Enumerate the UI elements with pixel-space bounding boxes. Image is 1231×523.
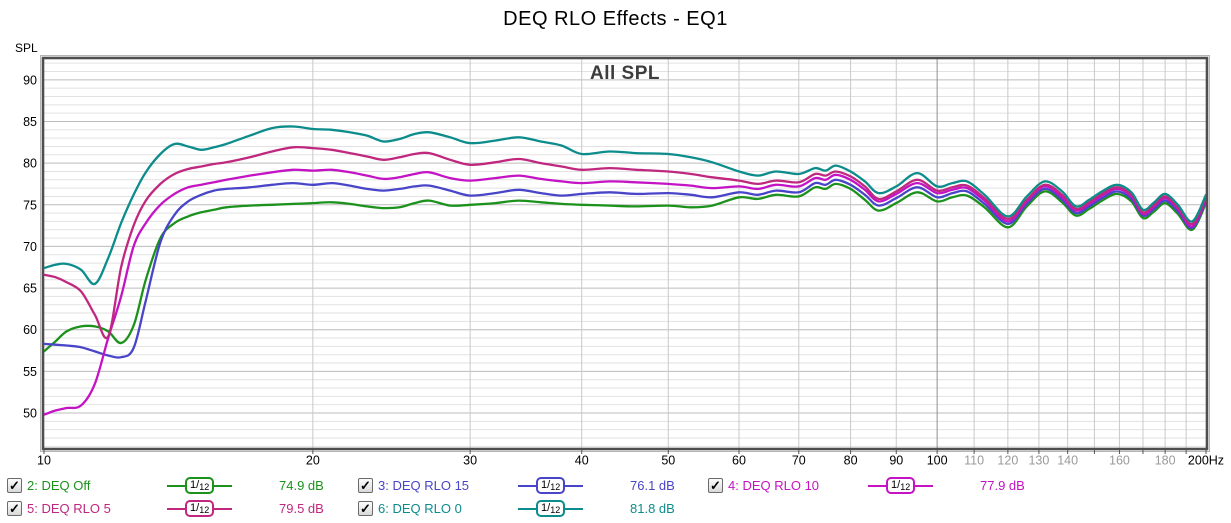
plot-overlay-title: All SPL bbox=[589, 63, 660, 84]
svg-text:70: 70 bbox=[792, 454, 806, 468]
measurement-label: 2: DEQ Off bbox=[27, 478, 91, 493]
svg-text:85: 85 bbox=[23, 115, 37, 129]
svg-text:30: 30 bbox=[463, 454, 477, 468]
svg-text:60: 60 bbox=[23, 323, 37, 337]
curve-4-deq-rlo-10 bbox=[44, 168, 1206, 416]
measurement-label: 5: DEQ RLO 5 bbox=[27, 501, 111, 516]
svg-text:120: 120 bbox=[997, 454, 1018, 468]
average-db-value: 77.9 dB bbox=[980, 478, 1025, 493]
svg-text:110: 110 bbox=[964, 454, 984, 468]
smoothing-badge[interactable]: 1/12 bbox=[868, 477, 934, 494]
svg-text:90: 90 bbox=[889, 454, 903, 468]
legend: ✓ 2: DEQ Off 1/12 74.9 dB ✓ 3: DEQ RLO 15 1/12… bbox=[0, 470, 1231, 523]
badge-line bbox=[214, 507, 233, 510]
svg-text:10: 10 bbox=[37, 454, 51, 468]
smoothing-badge[interactable]: 1/12 bbox=[518, 477, 584, 494]
svg-text:65: 65 bbox=[23, 282, 37, 296]
measurement-checkbox[interactable]: ✓ bbox=[358, 501, 373, 516]
average-db-value: 81.8 dB bbox=[630, 501, 675, 516]
svg-text:140: 140 bbox=[1057, 454, 1078, 468]
svg-text:75: 75 bbox=[23, 198, 37, 212]
badge-line bbox=[565, 507, 584, 510]
svg-text:50: 50 bbox=[661, 454, 675, 468]
curve-2-deq-off bbox=[44, 182, 1206, 353]
measurement-label: 4: DEQ RLO 10 bbox=[728, 478, 820, 493]
v-gridlines bbox=[312, 59, 1187, 448]
svg-text:200Hz: 200Hz bbox=[1188, 454, 1224, 468]
curve-3-deq-rlo-15 bbox=[44, 178, 1206, 359]
smoothing-value: 1/12 bbox=[185, 500, 215, 517]
svg-text:100: 100 bbox=[927, 454, 948, 468]
badge-line bbox=[565, 484, 584, 487]
measurement-checkbox[interactable]: ✓ bbox=[7, 501, 22, 516]
badge-line bbox=[167, 507, 185, 510]
svg-text:180: 180 bbox=[1155, 454, 1176, 468]
measurement-checkbox[interactable]: ✓ bbox=[358, 478, 373, 493]
measurement-checkbox[interactable]: ✓ bbox=[708, 478, 723, 493]
svg-text:60: 60 bbox=[732, 454, 746, 468]
curve-5-deq-rlo-5 bbox=[44, 145, 1206, 340]
smoothing-value: 1/12 bbox=[536, 500, 566, 517]
svg-text:40: 40 bbox=[575, 454, 589, 468]
svg-text:130: 130 bbox=[1028, 454, 1049, 468]
badge-line bbox=[518, 507, 536, 510]
badge-line bbox=[518, 484, 536, 487]
h-gridlines bbox=[44, 62, 1206, 447]
svg-text:80: 80 bbox=[844, 454, 858, 468]
smoothing-badge[interactable]: 1/12 bbox=[167, 477, 233, 494]
y-axis-title: SPL bbox=[15, 41, 38, 55]
svg-text:55: 55 bbox=[23, 365, 37, 379]
badge-line bbox=[167, 484, 185, 487]
smoothing-value: 1/12 bbox=[185, 477, 215, 494]
measurement-checkbox[interactable]: ✓ bbox=[7, 478, 22, 493]
plot-frame bbox=[40, 55, 1210, 454]
svg-text:50: 50 bbox=[23, 407, 37, 421]
svg-text:80: 80 bbox=[23, 157, 37, 171]
svg-text:160: 160 bbox=[1109, 454, 1130, 468]
average-db-value: 76.1 dB bbox=[630, 478, 675, 493]
svg-text:70: 70 bbox=[23, 240, 37, 254]
x-axis-labels: 10 20 30 40 50 60 70 80 90 100 110 120 130 140 160 180 2… bbox=[37, 454, 1224, 468]
badge-line bbox=[214, 484, 233, 487]
smoothing-value: 1/12 bbox=[886, 477, 916, 494]
measurement-label: 6: DEQ RLO 0 bbox=[378, 501, 462, 516]
smoothing-badge[interactable]: 1/12 bbox=[167, 500, 233, 517]
svg-text:90: 90 bbox=[23, 73, 37, 87]
smoothing-badge[interactable]: 1/12 bbox=[518, 500, 584, 517]
curve-6-deq-rlo-0 bbox=[44, 125, 1206, 286]
svg-text:20: 20 bbox=[306, 454, 320, 468]
y-axis-labels: 50 55 60 65 70 75 80 85 90 bbox=[23, 73, 37, 420]
badge-line bbox=[915, 484, 934, 487]
average-db-value: 79.5 dB bbox=[279, 501, 324, 516]
measurement-curves bbox=[44, 125, 1206, 416]
page-title: DEQ RLO Effects - EQ1 bbox=[503, 8, 728, 30]
smoothing-value: 1/12 bbox=[536, 477, 566, 494]
average-db-value: 74.9 dB bbox=[279, 478, 324, 493]
badge-line bbox=[868, 484, 886, 487]
measurement-label: 3: DEQ RLO 15 bbox=[378, 478, 470, 493]
